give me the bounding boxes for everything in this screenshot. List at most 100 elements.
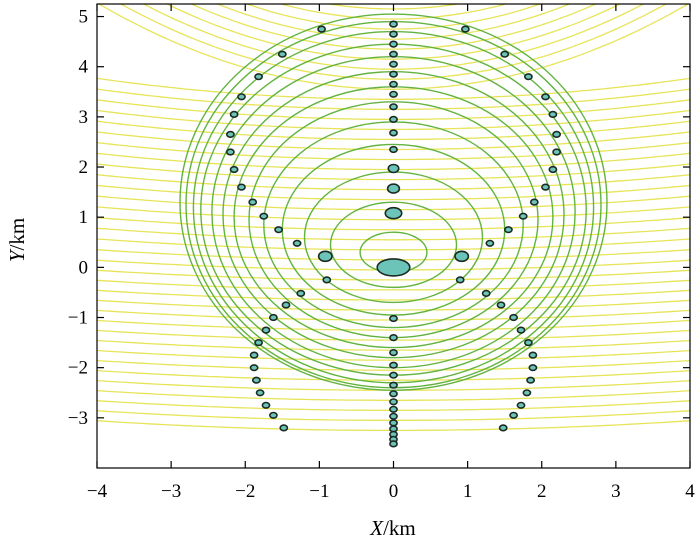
receiver-point-28 [277, 50, 287, 58]
receiver-point-63 [518, 212, 528, 220]
receiver-point-50 [261, 401, 271, 409]
receiver-point-64 [503, 226, 513, 234]
ray-line-18 [97, 238, 690, 251]
ray-line-39 [215, 4, 572, 40]
receiver-point-70 [516, 326, 526, 334]
receiver-point-65 [485, 239, 495, 247]
receiver-point-76 [516, 401, 526, 409]
receiver-point-10 [389, 129, 398, 137]
receiver-point-47 [249, 364, 259, 372]
receiver-point-62 [529, 198, 539, 206]
large-marker-1 [384, 206, 403, 220]
ray-line-35 [119, 4, 668, 80]
receiver-point-56 [541, 93, 550, 101]
receiver-point-53 [460, 25, 470, 33]
receiver-point-12 [389, 314, 398, 323]
receiver-point-51 [268, 411, 278, 419]
axis-ticks [96, 4, 691, 468]
receiver-point-22 [389, 419, 398, 427]
receiver-point-41 [296, 289, 306, 298]
receiver-point-15 [389, 361, 398, 369]
receiver-point-45 [254, 339, 263, 347]
receiver-point-16 [389, 371, 398, 379]
receiver-point-60 [548, 165, 558, 174]
ray-line-7 [97, 349, 690, 361]
x-tick-label: −2 [235, 481, 255, 502]
ray-line-14 [97, 279, 690, 291]
x-tick-label: −3 [161, 481, 181, 502]
receiver-point-30 [237, 93, 246, 101]
receiver-point-27 [317, 25, 326, 33]
receiver-point-58 [552, 130, 561, 138]
receiver-point-78 [498, 424, 508, 432]
ray-line-21 [97, 206, 690, 221]
y-tick-label: 4 [79, 57, 89, 78]
receiver-point-0 [389, 20, 398, 28]
x-tick-label: −4 [87, 481, 108, 502]
receiver-point-34 [229, 165, 239, 174]
ray-line-36 [142, 4, 645, 70]
receiver-point-17 [389, 381, 398, 389]
ray-line-6 [97, 359, 690, 371]
receiver-point-52 [279, 424, 289, 432]
receiver-point-26 [389, 440, 398, 448]
receiver-point-8 [389, 103, 398, 111]
y-tick-labels: −3 −2 −1 0 1 2 3 4 5 [68, 7, 89, 429]
x-axis-label: X/km [369, 516, 416, 540]
ray-line-34 [97, 4, 690, 90]
receiver-point-54 [500, 50, 510, 58]
y-tick-label: −1 [68, 308, 88, 329]
x-tick-label: 4 [685, 481, 695, 502]
ray-line-20 [97, 216, 690, 231]
receiver-point-14 [389, 349, 398, 357]
receiver-point-40 [322, 276, 332, 284]
ray-line-12 [97, 299, 690, 311]
wavefront-circle-1 [329, 201, 458, 289]
ray-line-15 [97, 269, 690, 281]
x-tick-label: 2 [537, 481, 547, 502]
receiver-point-2 [389, 40, 398, 48]
receiver-points [225, 20, 561, 448]
receiver-point-66 [455, 276, 465, 284]
y-tick-label: −2 [68, 358, 88, 379]
receiver-point-36 [248, 198, 258, 206]
y-tick-label: 0 [79, 257, 89, 278]
ray-line-37 [165, 4, 622, 60]
receiver-point-35 [237, 183, 246, 191]
x-tick-label: −1 [309, 481, 329, 502]
receiver-point-32 [225, 130, 235, 138]
y-axis-label: Y/km [5, 218, 29, 262]
receiver-point-71 [524, 339, 533, 347]
receiver-point-42 [281, 301, 291, 309]
y-tick-label: 3 [79, 107, 89, 128]
receiver-point-72 [528, 351, 538, 359]
receiver-point-3 [389, 50, 398, 58]
y-tick-label: 1 [79, 207, 89, 228]
receiver-point-21 [389, 412, 398, 420]
receiver-point-59 [552, 148, 561, 156]
receiver-point-13 [389, 334, 398, 342]
receiver-point-39 [292, 239, 302, 247]
receiver-point-20 [389, 405, 398, 413]
receiver-point-48 [251, 376, 261, 384]
receiver-point-61 [541, 183, 550, 191]
ray-line-38 [189, 4, 598, 50]
receiver-point-68 [496, 301, 506, 309]
x-tick-label: 1 [463, 481, 473, 502]
receiver-point-5 [389, 70, 398, 78]
receiver-point-43 [268, 313, 278, 322]
receiver-point-18 [389, 390, 398, 398]
receiver-point-74 [526, 376, 535, 384]
large-marker-5 [387, 163, 400, 174]
receiver-point-33 [225, 148, 235, 156]
receiver-point-29 [254, 73, 263, 81]
receiver-point-4 [389, 60, 398, 68]
x-tick-labels: −4 −3 −2 −1 0 1 2 3 4 [87, 481, 695, 502]
x-tick-label: 3 [611, 481, 621, 502]
receiver-point-77 [509, 411, 518, 419]
receiver-point-1 [389, 30, 398, 38]
ray-line-10 [97, 319, 690, 331]
receiver-point-49 [255, 389, 265, 397]
receiver-point-9 [389, 115, 398, 123]
